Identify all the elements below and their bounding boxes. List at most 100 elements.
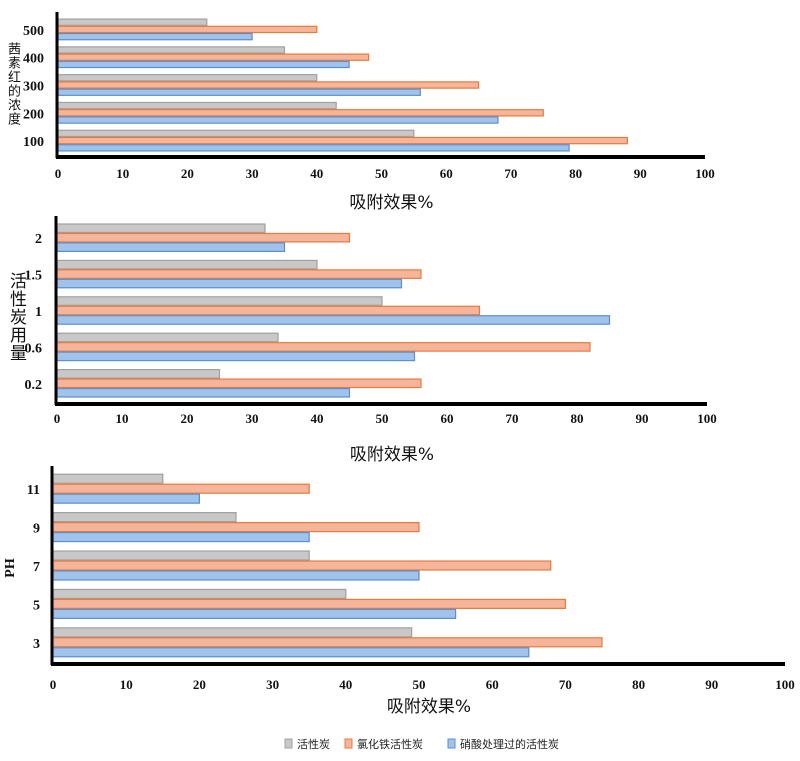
- bar: [57, 81, 480, 89]
- legend-item: 硝酸处理过的活性炭: [447, 737, 559, 751]
- bar: [52, 588, 347, 600]
- bar: [57, 88, 421, 96]
- bar: [52, 522, 420, 533]
- legend-item: 氯化铁活性炭: [344, 737, 423, 751]
- category-label: 100: [23, 135, 44, 150]
- legend-swatch: [447, 738, 456, 749]
- category-label: 1: [35, 305, 42, 320]
- legend-label: 硝酸处理过的活性炭: [460, 737, 559, 751]
- category-label: 0.2: [25, 378, 43, 393]
- bar: [52, 483, 310, 494]
- bar: [57, 32, 253, 41]
- bar: [56, 305, 481, 316]
- category-label: 3: [33, 637, 40, 652]
- bar: [52, 608, 457, 619]
- category-label: 7: [33, 560, 40, 575]
- bar: [52, 512, 237, 523]
- x-tick-label: 50: [376, 411, 389, 426]
- x-tick-label: 60: [440, 166, 453, 181]
- x-tick-label: 30: [246, 411, 259, 426]
- category-label: 9: [33, 522, 40, 537]
- x-tick-label: 70: [559, 677, 572, 692]
- bar: [52, 627, 413, 638]
- x-tick-label: 40: [339, 677, 352, 692]
- bar: [57, 136, 628, 145]
- bar: [57, 74, 318, 82]
- bar: [57, 53, 370, 61]
- y-axis-title: PH: [3, 558, 18, 578]
- x-tick-label: 0: [50, 677, 57, 692]
- category-label: 2: [35, 232, 42, 247]
- x-tick-label: 50: [413, 677, 426, 692]
- bar: [57, 144, 570, 152]
- bar: [52, 550, 310, 561]
- x-tick-label: 10: [120, 677, 133, 692]
- bar: [52, 647, 530, 658]
- bar: [57, 129, 415, 138]
- bar: [57, 25, 318, 34]
- category-label: 400: [23, 52, 44, 67]
- chart-2: 2 1.5 1 0.6 0.2 0 10 20 30 40 50 60 70 80 90 100 吸附效果%: [25, 216, 717, 465]
- x-tick-label: 40: [310, 166, 323, 181]
- x-tick-label: 20: [193, 677, 206, 692]
- x-tick-label: 90: [705, 677, 718, 692]
- bar: [56, 378, 422, 389]
- bar: [52, 598, 567, 609]
- category-label: 11: [27, 483, 40, 498]
- bar: [57, 46, 286, 54]
- x-tick-label: 100: [695, 166, 715, 181]
- bar: [56, 387, 351, 398]
- bar: [56, 342, 591, 352]
- chart-1: 500 400 300 200 100 0 10 20 30 40 50 60 70 80 90 100 吸附效…: [23, 12, 715, 213]
- legend: 活性炭 氯化铁活性炭 硝酸处理过的活性炭: [284, 737, 559, 751]
- bar: [57, 18, 208, 26]
- x-tick-label: 20: [181, 166, 194, 181]
- y-axis-title: 活性炭用量: [6, 272, 26, 362]
- legend-swatch: [284, 738, 293, 749]
- bar: [56, 269, 422, 279]
- x-tick-label: 20: [181, 411, 194, 426]
- x-tick-label: 30: [246, 166, 259, 181]
- x-axis-title: 吸附效果%: [350, 445, 434, 465]
- x-tick-label: 100: [697, 411, 717, 426]
- x-tick-label: 50: [375, 166, 388, 181]
- x-tick-label: 70: [504, 166, 517, 181]
- x-axis-title: 吸附效果%: [349, 193, 433, 213]
- bar: [56, 278, 403, 289]
- x-tick-label: 10: [116, 411, 129, 426]
- bar: [57, 101, 337, 110]
- bar: [57, 116, 499, 124]
- bar: [52, 473, 164, 484]
- category-label: 500: [23, 24, 44, 39]
- bar: [57, 109, 544, 117]
- x-tick-label: 60: [441, 411, 454, 426]
- bar: [56, 315, 611, 325]
- legend-label: 氯化铁活性炭: [357, 737, 423, 751]
- x-tick-label: 70: [506, 411, 519, 426]
- category-label: 300: [23, 80, 44, 95]
- legend-swatch: [344, 738, 353, 749]
- bar: [52, 531, 310, 543]
- bar: [56, 232, 351, 243]
- y-axis-title: 茜素红的浓度: [5, 42, 20, 126]
- bar: [56, 259, 318, 270]
- x-tick-label: 90: [634, 166, 647, 181]
- category-label: 200: [23, 107, 44, 122]
- bar: [52, 493, 200, 504]
- bar: [56, 332, 279, 343]
- x-tick-label: 100: [775, 677, 795, 692]
- x-axis-title: 吸附效果%: [387, 697, 471, 717]
- bar: [56, 242, 286, 252]
- x-tick-label: 80: [569, 166, 582, 181]
- legend-item: 活性炭: [284, 737, 330, 751]
- bar: [57, 60, 350, 69]
- x-tick-label: 80: [571, 411, 584, 426]
- x-tick-label: 10: [116, 166, 129, 181]
- x-tick-label: 90: [636, 411, 649, 426]
- x-tick-label: 0: [55, 166, 62, 181]
- x-tick-label: 30: [266, 677, 279, 692]
- bar: [56, 369, 221, 379]
- bar: [56, 223, 266, 234]
